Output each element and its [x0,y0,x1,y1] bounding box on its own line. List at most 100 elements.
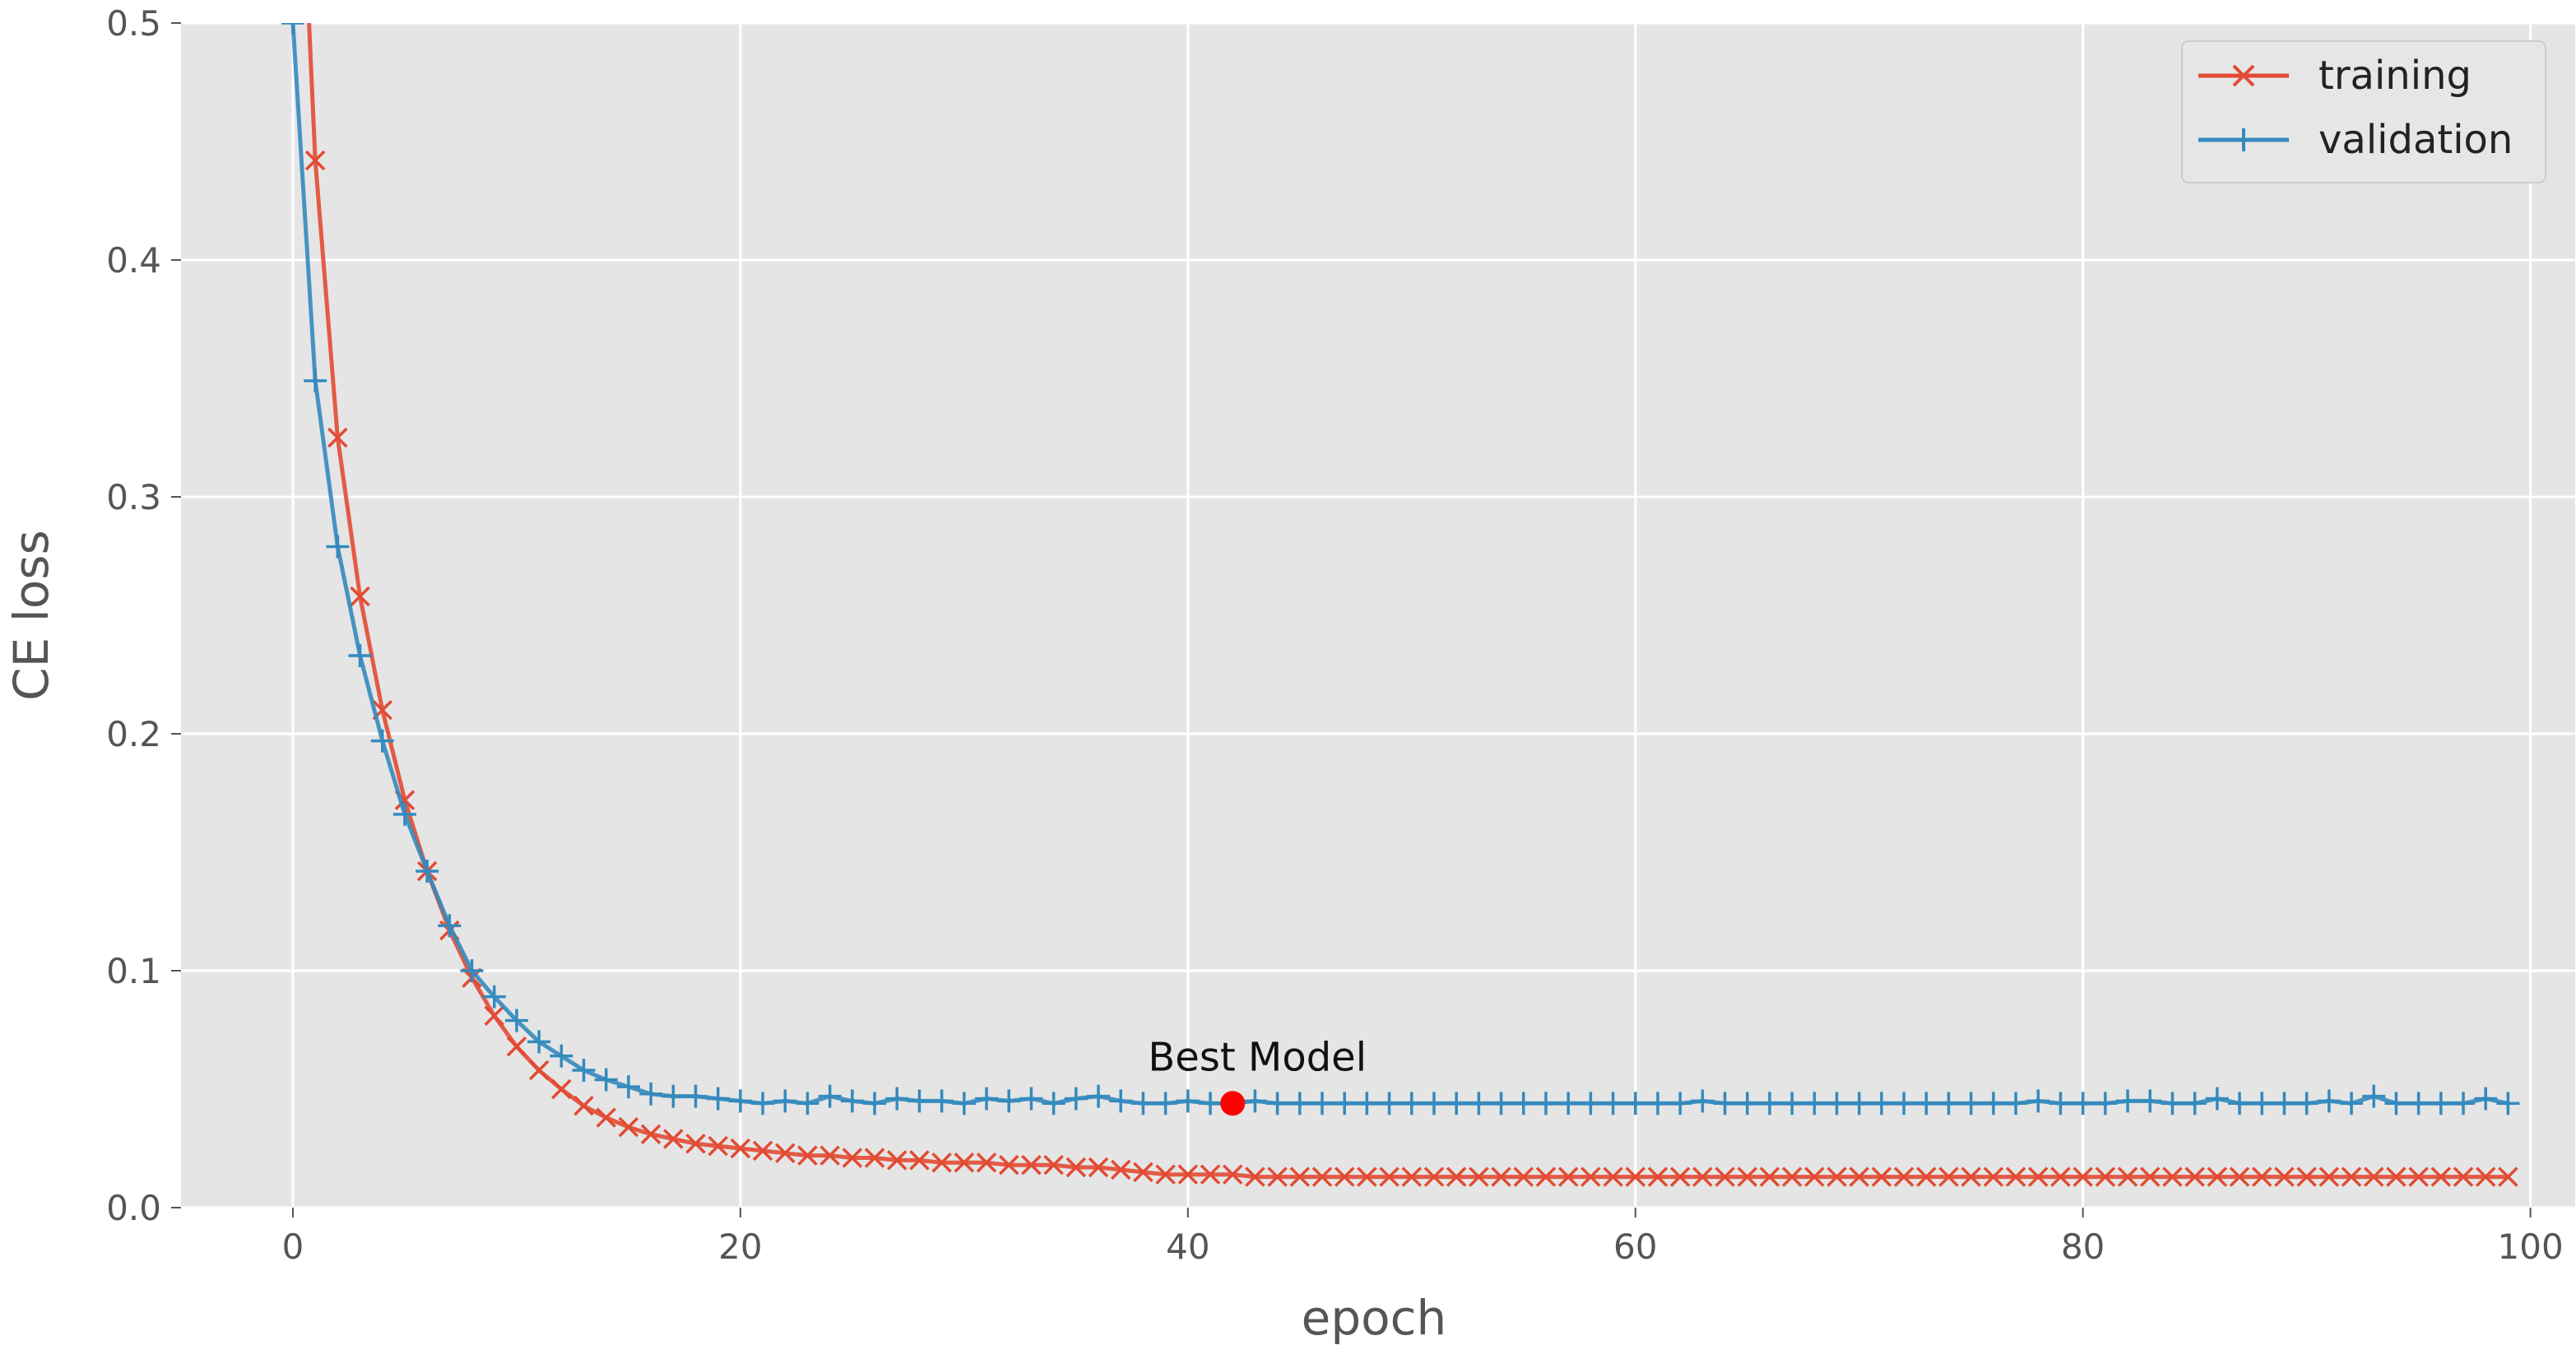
validation-point [1557,1092,1580,1115]
training-point [2341,1167,2362,1187]
y-tick-label: 0.4 [106,240,161,281]
x-axis-label: epoch [1302,1290,1447,1346]
training-point [1065,1157,1087,1178]
training-point [1133,1162,1153,1183]
validation-point [1333,1092,1357,1115]
validation-point [1176,1089,1200,1113]
training-point [1401,1167,1423,1187]
validation-point [392,802,416,826]
validation-point [706,1087,730,1111]
validation-point [572,1058,596,1082]
training-point [2430,1167,2452,1187]
training-point [573,1095,594,1116]
validation-point [1311,1092,1334,1115]
validation-point [684,1084,708,1108]
training-point [1311,1167,1333,1187]
training-point [2050,1167,2071,1187]
validation-point [281,23,304,35]
validation-point [438,914,462,938]
training-point [2005,1167,2026,1187]
validation-point [1445,1092,1469,1115]
y-tick-label: 0.0 [106,1188,161,1228]
validation-point [2474,1087,2498,1111]
training-point [1357,1167,1377,1187]
validation-point [504,1009,528,1032]
validation-point [348,643,372,667]
training-point [1737,1167,1757,1187]
validation-point [1019,1087,1043,1111]
validation-point [1847,1092,1871,1115]
training-point [2408,1167,2429,1187]
validation-point [639,1082,663,1106]
training-point [2296,1167,2317,1187]
validation-point [482,985,506,1009]
legend-training-marker [2232,64,2255,87]
validation-point [1534,1092,1557,1115]
validation-point [1601,1092,1625,1115]
validation-point [2116,1089,2140,1113]
training-point [2229,1167,2250,1187]
training-point [1021,1154,1042,1176]
training-point [1781,1167,1803,1187]
training-point [1245,1167,1265,1187]
validation-point [2183,1092,2207,1115]
validation-point [1042,1092,1065,1115]
validation-point [1153,1092,1177,1115]
validation-point [1803,1092,1826,1115]
training-point [1603,1167,1623,1187]
y-tick-label: 0.5 [106,3,161,44]
validation-point [527,1030,551,1054]
x-tick-label: 80 [2061,1227,2105,1267]
training-point [1715,1167,1735,1187]
training-point [1111,1159,1131,1180]
training-point [797,1145,818,1166]
legend: training validation [2181,40,2546,183]
training-point [1625,1167,1645,1187]
validation-point [2429,1092,2453,1115]
training-point [752,1140,773,1162]
training-point [551,1078,572,1100]
training-point [2453,1167,2474,1187]
validation-point [1064,1087,1088,1111]
training-point [685,1134,706,1154]
validation-point [2161,1092,2184,1115]
validation-point [1623,1092,1647,1115]
validation-point [594,1068,618,1092]
training-point [999,1154,1019,1176]
y-axis-label: CE loss [3,530,59,701]
training-point [2318,1167,2340,1187]
y-tick-label: 0.3 [106,477,161,517]
validation-point [1981,1092,2005,1115]
training-point [1826,1167,1847,1187]
training-point [1916,1167,1937,1187]
training-point [1200,1164,1221,1185]
validation-point [952,1092,976,1115]
validation-point [1669,1092,1692,1115]
plot-background [181,23,2575,1208]
validation-point [2250,1092,2274,1115]
series-layer [281,23,2520,1187]
validation-point [907,1089,931,1113]
validation-point [1869,1092,1893,1115]
validation-point [1892,1092,1916,1115]
validation-point [863,1092,887,1115]
training-point [1557,1167,1579,1187]
validation-point [796,1092,819,1115]
validation-point [1243,1089,1267,1113]
validation-point [2295,1092,2318,1115]
best-model-marker [1220,1091,1246,1116]
training-point [1043,1154,1064,1176]
training-point [1222,1164,1243,1185]
y-tick-label: 0.2 [106,714,161,754]
training-point [2184,1167,2205,1187]
validation-point [550,1044,573,1068]
training-point [1983,1167,2004,1187]
validation-point [1422,1092,1446,1115]
validation-point [661,1084,685,1108]
validation-point [1937,1092,1961,1115]
validation-point [1199,1092,1223,1115]
training-point [976,1153,997,1173]
training-point [506,1036,527,1057]
training-point [842,1148,863,1168]
